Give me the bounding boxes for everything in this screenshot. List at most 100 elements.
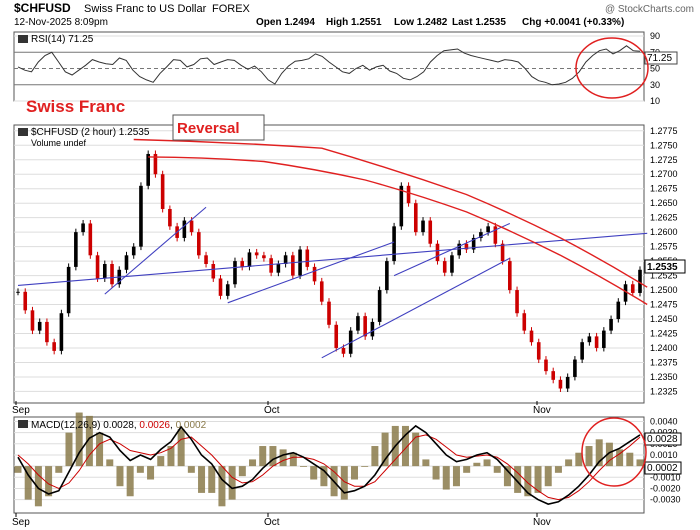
x-label: Nov [533, 405, 551, 416]
price-bar-body [23, 291, 28, 311]
macd-histogram-bar [187, 466, 195, 473]
macd-histogram-bar [177, 429, 185, 467]
price-bar-body [269, 258, 273, 273]
price-bar-body [493, 226, 498, 244]
macd-histogram-bar [605, 442, 613, 467]
trendline [393, 222, 511, 277]
macd-histogram-bar [157, 456, 165, 467]
rsi-frame [13, 31, 645, 102]
resistance-arc [148, 156, 648, 306]
price-bar-body [536, 342, 541, 360]
watermark: @ StockCharts.com [605, 4, 694, 15]
trendlines [17, 206, 648, 359]
macd-histogram-bar [218, 466, 226, 507]
resistance-arc [133, 138, 648, 288]
macd-histogram-bar [24, 466, 32, 500]
rsi-grid [14, 35, 644, 102]
price-bar-body [153, 153, 158, 175]
price-bar-body [385, 261, 389, 291]
price-bar-body [457, 243, 461, 256]
macd-ticks: 0.00400.00300.00200.00100.0000-0.0010-0.… [650, 416, 681, 504]
price-tick-label: 1.2625 [650, 213, 678, 223]
macd-tick-label: -0.0030 [650, 495, 681, 505]
macd-histogram-bar [493, 466, 501, 473]
macd-histogram-bar [45, 466, 53, 497]
price-bar-body [247, 252, 252, 267]
macd-highlight-circle [581, 417, 647, 487]
price-bar-body [276, 264, 281, 273]
price-bar-body [291, 255, 295, 276]
rsi-current-box [644, 51, 678, 65]
macd-histogram-bar [422, 459, 430, 467]
price-tick-label: 1.2750 [650, 140, 678, 150]
price-bar-body [399, 185, 404, 227]
macd-histogram-bar [289, 452, 297, 467]
price-bar-body [52, 342, 56, 351]
price-bars [16, 150, 642, 392]
price-bar-body [124, 255, 129, 270]
price-bar-body [254, 252, 259, 256]
high-label: High 1.2551 [326, 17, 382, 28]
price-bar-body [602, 330, 606, 348]
x-label: Sep [12, 517, 30, 528]
price-bar-body [182, 220, 187, 238]
macd-histogram-bar [14, 466, 22, 473]
macd-signal-line [17, 434, 641, 501]
price-tick-label: 1.2675 [650, 184, 678, 194]
price-bar-body [529, 330, 534, 343]
rsi-line [17, 45, 641, 86]
macd-histogram-bar [636, 459, 644, 467]
price-panel: 1.2775 1.2750 1.2725 1.2700 1.2675 1.2650 1.26… [12, 114, 686, 416]
open-label: Open 1.2494 [256, 17, 315, 28]
rsi-highlight-circle [575, 37, 649, 99]
macd-histogram-bar [106, 459, 114, 467]
price-bar-body [312, 266, 317, 282]
macd-histogram-bar [238, 466, 246, 477]
x-label: Oct [264, 405, 280, 416]
macd-histogram-bar [167, 446, 175, 467]
price-bar-body [146, 153, 150, 186]
price-bar-body [464, 243, 469, 250]
macd-panel: 0.00400.00300.00200.00100.0000-0.0010-0.… [12, 412, 682, 528]
macd-histogram-bar [575, 452, 583, 467]
price-label: $CHFUSD (2 hour) 1.2535 [31, 127, 150, 138]
price-bar-body [30, 310, 35, 331]
price-bar-body [356, 316, 360, 331]
price-tick-label: 1.2400 [650, 343, 678, 353]
price-bar-body [508, 261, 512, 291]
trendline [17, 232, 648, 286]
macd-histogram-bar [228, 466, 236, 500]
date-label: 12-Nov-2025 8:09pm [14, 17, 108, 28]
price-bar-body [45, 321, 49, 343]
price-bar-body [573, 359, 577, 377]
price-bar-body [81, 223, 85, 233]
price-tick-label: 1.2325 [650, 386, 678, 396]
price-bar-body [616, 301, 621, 320]
macd-histogram-bar [483, 459, 491, 467]
price-bar-body [131, 246, 136, 256]
price-bar-body [204, 255, 208, 264]
macd-histogram-bar [55, 466, 63, 473]
price-bar-body [377, 290, 382, 322]
macd-histogram-bar [208, 466, 216, 493]
price-bar-body [421, 220, 425, 233]
macd-histogram-bar [75, 412, 83, 467]
macd-histogram-bar [585, 446, 593, 467]
price-bar-body [486, 226, 490, 233]
price-last-box [644, 259, 686, 274]
price-bar-body [479, 232, 483, 238]
price-bar-body [609, 319, 613, 331]
price-tick-label: 1.2375 [650, 357, 678, 367]
price-bar-body [233, 261, 237, 285]
macd-histogram-bar [34, 466, 42, 507]
macd-histogram-bar [147, 466, 155, 480]
macd-histogram-bar [514, 466, 522, 493]
price-bar-body [95, 255, 100, 279]
price-bar-body [168, 208, 172, 227]
macd-line [17, 424, 641, 505]
macd-histogram-bar [350, 466, 358, 480]
price-bar-body [16, 291, 20, 293]
change-label: Chg +0.0041 (+0.33%) [522, 17, 624, 28]
price-bar-body [66, 266, 71, 314]
trendline [227, 241, 395, 304]
